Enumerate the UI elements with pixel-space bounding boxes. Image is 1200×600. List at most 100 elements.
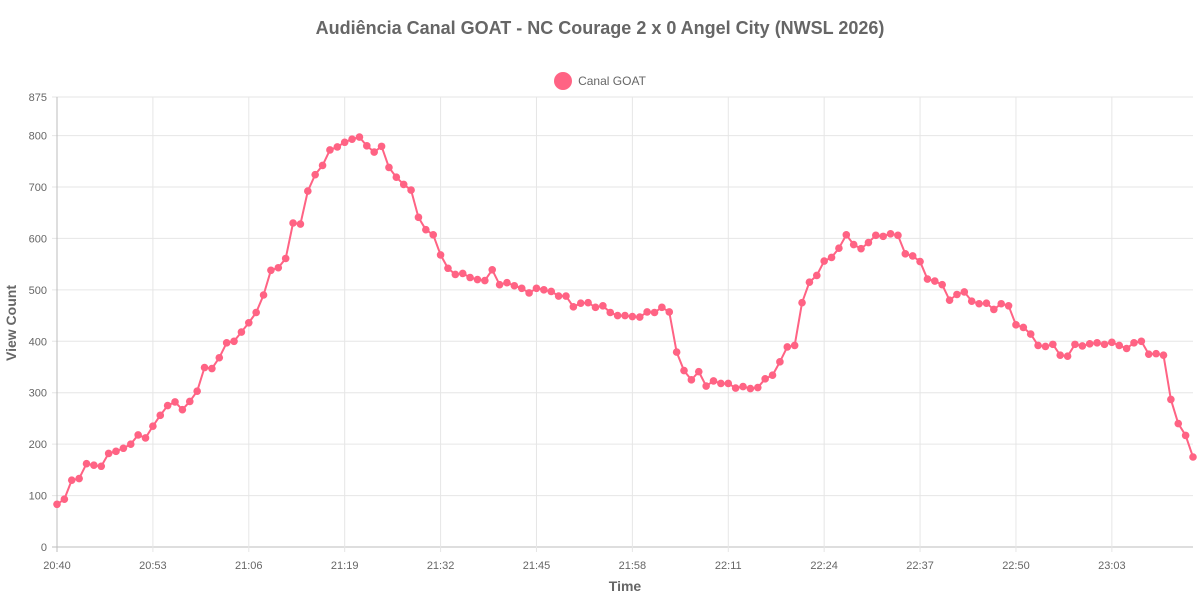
data-point[interactable] — [827, 253, 836, 262]
data-point[interactable] — [1063, 352, 1072, 361]
data-point[interactable] — [576, 299, 585, 308]
data-point[interactable] — [304, 187, 312, 195]
data-point[interactable] — [407, 186, 415, 194]
data-point[interactable] — [222, 339, 231, 347]
data-point[interactable] — [731, 384, 740, 392]
data-point[interactable] — [739, 382, 747, 391]
data-point[interactable] — [340, 138, 349, 147]
data-point[interactable] — [1159, 351, 1168, 359]
data-point[interactable] — [761, 375, 769, 383]
data-point[interactable] — [547, 287, 556, 296]
data-point[interactable] — [820, 257, 828, 265]
data-point[interactable] — [436, 251, 445, 259]
data-point[interactable] — [1012, 321, 1020, 329]
data-point[interactable] — [724, 379, 733, 388]
data-point[interactable] — [768, 371, 777, 380]
data-point[interactable] — [1144, 350, 1153, 358]
data-point[interactable] — [997, 299, 1006, 308]
data-point[interactable] — [923, 275, 932, 283]
data-point[interactable] — [584, 298, 592, 307]
data-point[interactable] — [960, 288, 969, 296]
data-point[interactable] — [1034, 341, 1042, 350]
data-point[interactable] — [75, 474, 83, 483]
data-point[interactable] — [665, 308, 674, 316]
data-point[interactable] — [392, 173, 401, 182]
data-point[interactable] — [104, 449, 113, 458]
data-point[interactable] — [473, 275, 482, 284]
legend[interactable]: Canal GOAT — [0, 72, 1200, 90]
data-point[interactable] — [938, 280, 946, 289]
data-point[interactable] — [458, 269, 467, 278]
data-point[interactable] — [422, 225, 430, 234]
data-point[interactable] — [399, 180, 408, 189]
data-point[interactable] — [296, 220, 305, 228]
data-point[interactable] — [680, 366, 688, 375]
data-point[interactable] — [370, 148, 378, 156]
data-point[interactable] — [591, 303, 600, 312]
data-point[interactable] — [510, 281, 519, 290]
data-point[interactable] — [857, 244, 865, 253]
data-point[interactable] — [385, 163, 393, 172]
data-point[interactable] — [377, 142, 386, 151]
data-point[interactable] — [237, 328, 246, 336]
data-point[interactable] — [554, 292, 563, 300]
data-point[interactable] — [318, 161, 327, 170]
data-point[interactable] — [894, 231, 902, 240]
data-point[interactable] — [185, 397, 194, 406]
data-point[interactable] — [628, 312, 637, 321]
data-point[interactable] — [97, 462, 106, 471]
data-point[interactable] — [1078, 342, 1087, 350]
data-point[interactable] — [429, 231, 438, 239]
data-point[interactable] — [517, 284, 526, 293]
data-point[interactable] — [82, 459, 91, 468]
data-point[interactable] — [495, 280, 504, 289]
data-point[interactable] — [872, 231, 880, 240]
data-point[interactable] — [1019, 323, 1028, 332]
data-point[interactable] — [694, 367, 703, 376]
data-point[interactable] — [953, 290, 961, 299]
data-point[interactable] — [1071, 340, 1079, 349]
data-point[interactable] — [990, 305, 998, 314]
data-point[interactable] — [193, 387, 201, 395]
data-point[interactable] — [178, 405, 187, 414]
data-point[interactable] — [783, 343, 792, 351]
data-point[interactable] — [635, 313, 644, 321]
data-point[interactable] — [835, 244, 843, 252]
data-point[interactable] — [363, 142, 371, 150]
data-point[interactable] — [879, 232, 887, 241]
data-point[interactable] — [790, 341, 799, 350]
data-point[interactable] — [1026, 330, 1035, 338]
data-point[interactable] — [451, 270, 460, 279]
data-point[interactable] — [540, 286, 548, 294]
data-point[interactable] — [112, 447, 120, 456]
data-point[interactable] — [1085, 340, 1094, 348]
data-point[interactable] — [687, 376, 696, 384]
data-point[interactable] — [798, 298, 806, 307]
data-point[interactable] — [156, 411, 165, 420]
data-point[interactable] — [1137, 337, 1146, 346]
data-point[interactable] — [1056, 351, 1065, 359]
data-point[interactable] — [658, 303, 666, 312]
data-point[interactable] — [886, 230, 895, 238]
data-point[interactable] — [982, 299, 991, 308]
data-point[interactable] — [267, 266, 275, 275]
data-point[interactable] — [311, 170, 319, 179]
data-point[interactable] — [931, 277, 939, 285]
data-point[interactable] — [90, 461, 98, 470]
data-point[interactable] — [67, 476, 76, 484]
data-point[interactable] — [1174, 419, 1183, 428]
data-point[interactable] — [1115, 341, 1124, 350]
data-point[interactable] — [1049, 340, 1057, 349]
data-point[interactable] — [252, 308, 260, 317]
data-point[interactable] — [326, 146, 334, 154]
data-point[interactable] — [650, 308, 659, 317]
data-point[interactable] — [1041, 342, 1050, 351]
data-point[interactable] — [119, 444, 128, 453]
data-point[interactable] — [643, 308, 651, 316]
data-point[interactable] — [1181, 431, 1190, 440]
data-point[interactable] — [967, 297, 976, 305]
data-point[interactable] — [200, 363, 209, 372]
data-point[interactable] — [562, 292, 570, 300]
data-point[interactable] — [621, 311, 629, 320]
data-point[interactable] — [444, 264, 452, 273]
